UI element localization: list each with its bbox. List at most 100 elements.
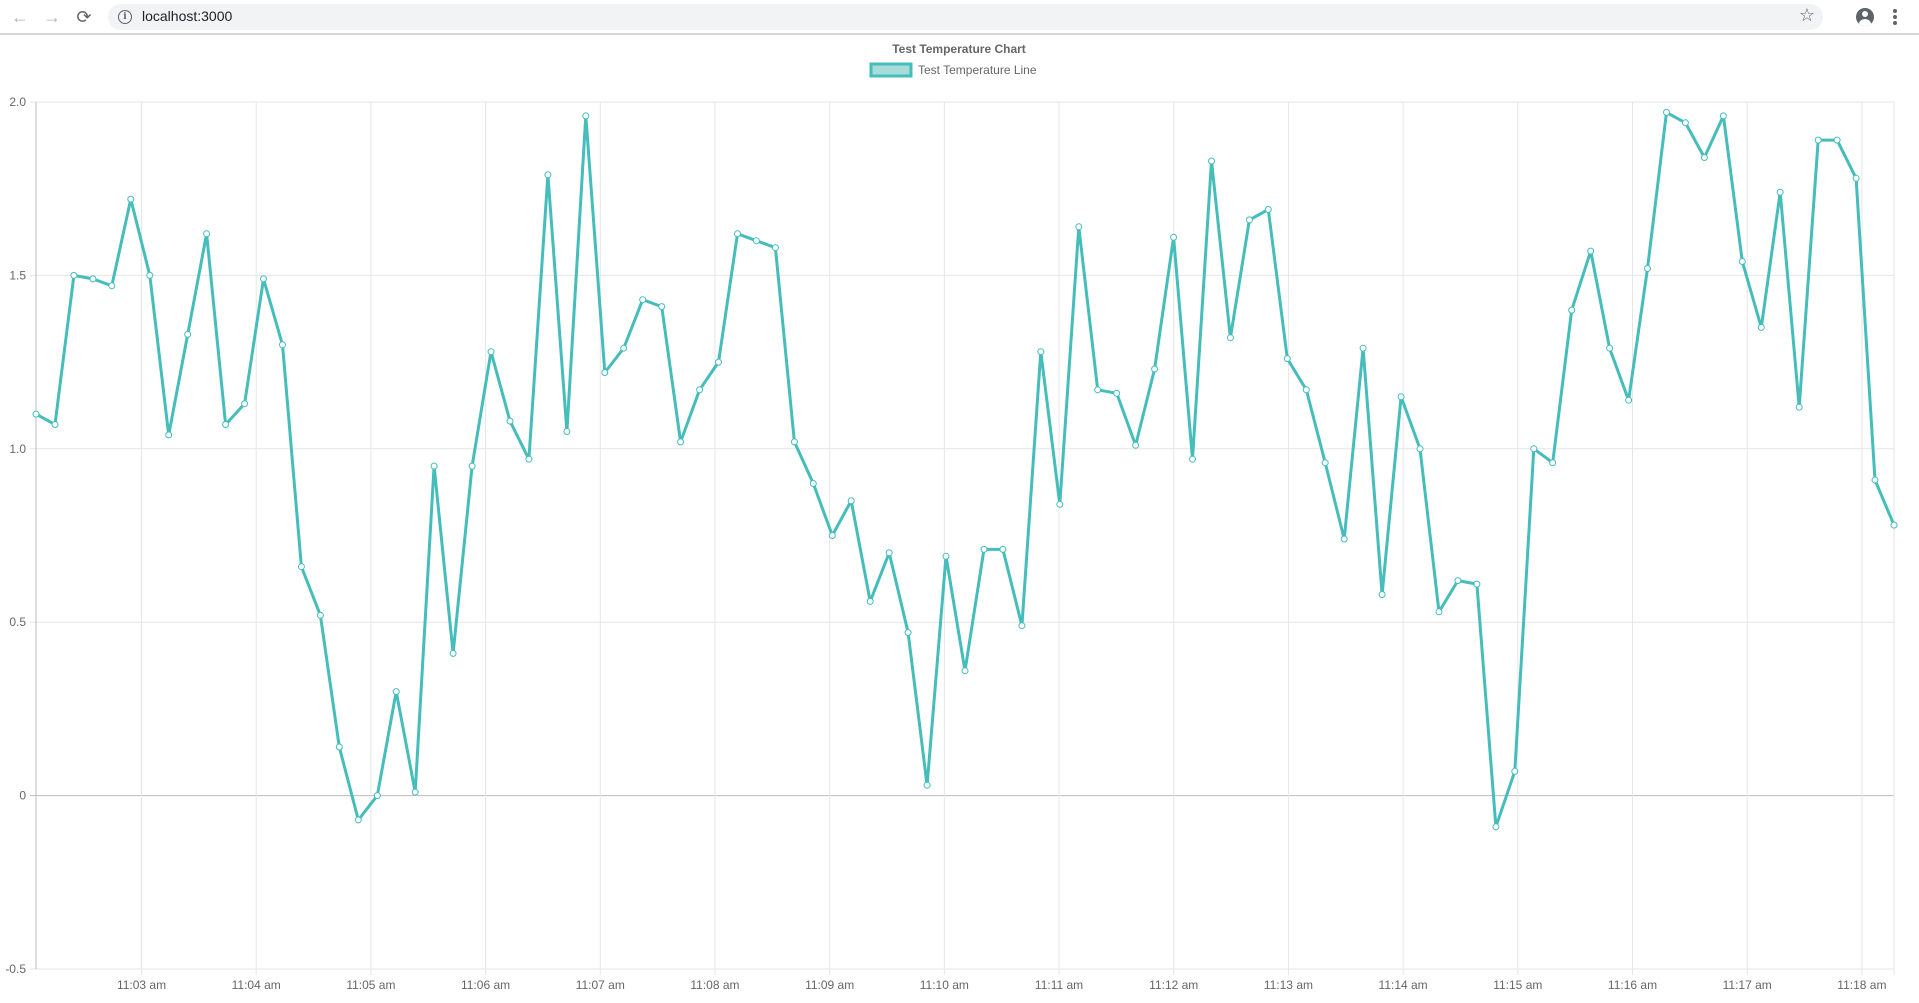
x-tick-label: 11:10 am <box>920 978 969 992</box>
data-point <box>1151 365 1159 373</box>
forward-arrow-icon[interactable]: → <box>43 6 61 27</box>
y-tick-label: 0 <box>19 789 26 803</box>
data-point <box>847 497 855 505</box>
data-point <box>1245 216 1253 224</box>
back-arrow-icon[interactable]: ← <box>11 6 29 27</box>
x-tick-label: 11:07 am <box>576 978 625 992</box>
x-gridlines <box>141 102 1863 975</box>
data-point <box>1170 233 1178 241</box>
data-point <box>1189 455 1196 463</box>
data-point <box>1814 136 1822 144</box>
chart-legend[interactable]: Test Temperature Line <box>869 62 1037 78</box>
series-points <box>32 108 1898 831</box>
data-point <box>1113 389 1121 397</box>
data-point <box>942 552 950 560</box>
data-point <box>1625 396 1633 404</box>
data-point <box>809 480 817 487</box>
data-point <box>1416 445 1424 453</box>
data-point <box>1321 459 1329 467</box>
y-tick-label: 1.0 <box>9 442 26 456</box>
x-tick-label: 11:06 am <box>461 978 510 992</box>
data-point <box>165 431 173 439</box>
reload-icon[interactable]: ⟳ <box>76 6 92 27</box>
x-tick-label: 11:14 am <box>1379 978 1428 992</box>
data-point <box>1644 265 1651 272</box>
x-tick-label: 11:05 am <box>346 978 395 992</box>
data-point <box>1776 188 1784 196</box>
data-point <box>1435 608 1443 616</box>
data-point <box>1340 535 1348 543</box>
data-point <box>430 462 438 470</box>
data-point <box>1530 445 1538 453</box>
account-icon[interactable] <box>1856 8 1874 26</box>
data-point <box>582 112 590 120</box>
data-point <box>1283 355 1291 363</box>
data-point <box>354 816 362 824</box>
legend-swatch[interactable] <box>869 62 913 78</box>
data-point <box>563 428 571 435</box>
data-point <box>752 237 760 245</box>
data-point <box>525 455 533 463</box>
data-point <box>1492 823 1500 831</box>
data-point <box>392 688 400 696</box>
data-point <box>487 348 495 356</box>
data-point <box>184 330 192 338</box>
address-bar[interactable]: i localhost:3000 ☆ <box>108 4 1823 30</box>
data-point <box>828 532 836 539</box>
data-point <box>1700 154 1708 161</box>
y-tick-label: 1.5 <box>9 268 26 282</box>
y-axis-ticks: 2.0 1.5 1.0 0.5 0 -0.5 <box>5 95 26 976</box>
data-point <box>923 781 931 789</box>
data-point <box>51 421 59 428</box>
data-point <box>771 244 779 252</box>
data-point <box>1302 386 1310 394</box>
data-point <box>1606 344 1614 352</box>
data-point <box>1359 344 1367 352</box>
y-gridlines <box>30 101 1895 975</box>
data-point <box>1132 441 1140 449</box>
data-point <box>1018 622 1026 630</box>
data-point <box>468 462 476 470</box>
data-point <box>316 611 324 619</box>
data-point <box>677 438 685 446</box>
url-text[interactable]: localhost:3000 <box>142 8 233 24</box>
data-point <box>715 358 722 366</box>
data-point <box>1511 767 1519 775</box>
data-point <box>1378 591 1386 598</box>
data-point <box>108 282 116 290</box>
data-point <box>279 341 286 349</box>
x-tick-label: 11:08 am <box>690 978 739 992</box>
data-point <box>601 369 609 376</box>
data-point <box>70 271 78 279</box>
info-icon[interactable]: i <box>118 10 132 24</box>
data-point <box>1075 223 1083 231</box>
data-point <box>885 549 893 557</box>
bookmark-star-icon[interactable]: ☆ <box>1798 5 1815 25</box>
data-point <box>297 563 305 571</box>
data-point <box>1663 108 1670 116</box>
data-point <box>544 171 552 179</box>
data-point <box>146 271 154 279</box>
x-tick-label: 11:03 am <box>117 978 166 992</box>
data-point <box>1094 386 1102 394</box>
y-tick-label: -0.5 <box>5 962 26 976</box>
legend-label[interactable]: Test Temperature Line <box>918 63 1037 77</box>
x-tick-label: 11:16 am <box>1608 978 1657 992</box>
menu-kebab-icon[interactable] <box>1893 9 1897 27</box>
data-point <box>1264 206 1272 213</box>
data-point <box>696 386 704 394</box>
browser-toolbar: ← → ⟳ i localhost:3000 ☆ <box>0 0 1919 35</box>
data-point <box>980 545 988 553</box>
data-point <box>1549 459 1557 467</box>
data-point <box>1208 157 1215 165</box>
data-point <box>1397 393 1405 401</box>
data-point <box>127 195 135 203</box>
data-point <box>620 344 628 352</box>
data-point <box>222 421 230 428</box>
x-tick-label: 11:17 am <box>1723 978 1772 992</box>
data-point <box>1226 334 1234 342</box>
x-tick-label: 11:13 am <box>1264 978 1313 992</box>
data-point <box>658 303 666 311</box>
data-point <box>1852 174 1860 182</box>
y-tick-label: 2.0 <box>9 95 26 109</box>
